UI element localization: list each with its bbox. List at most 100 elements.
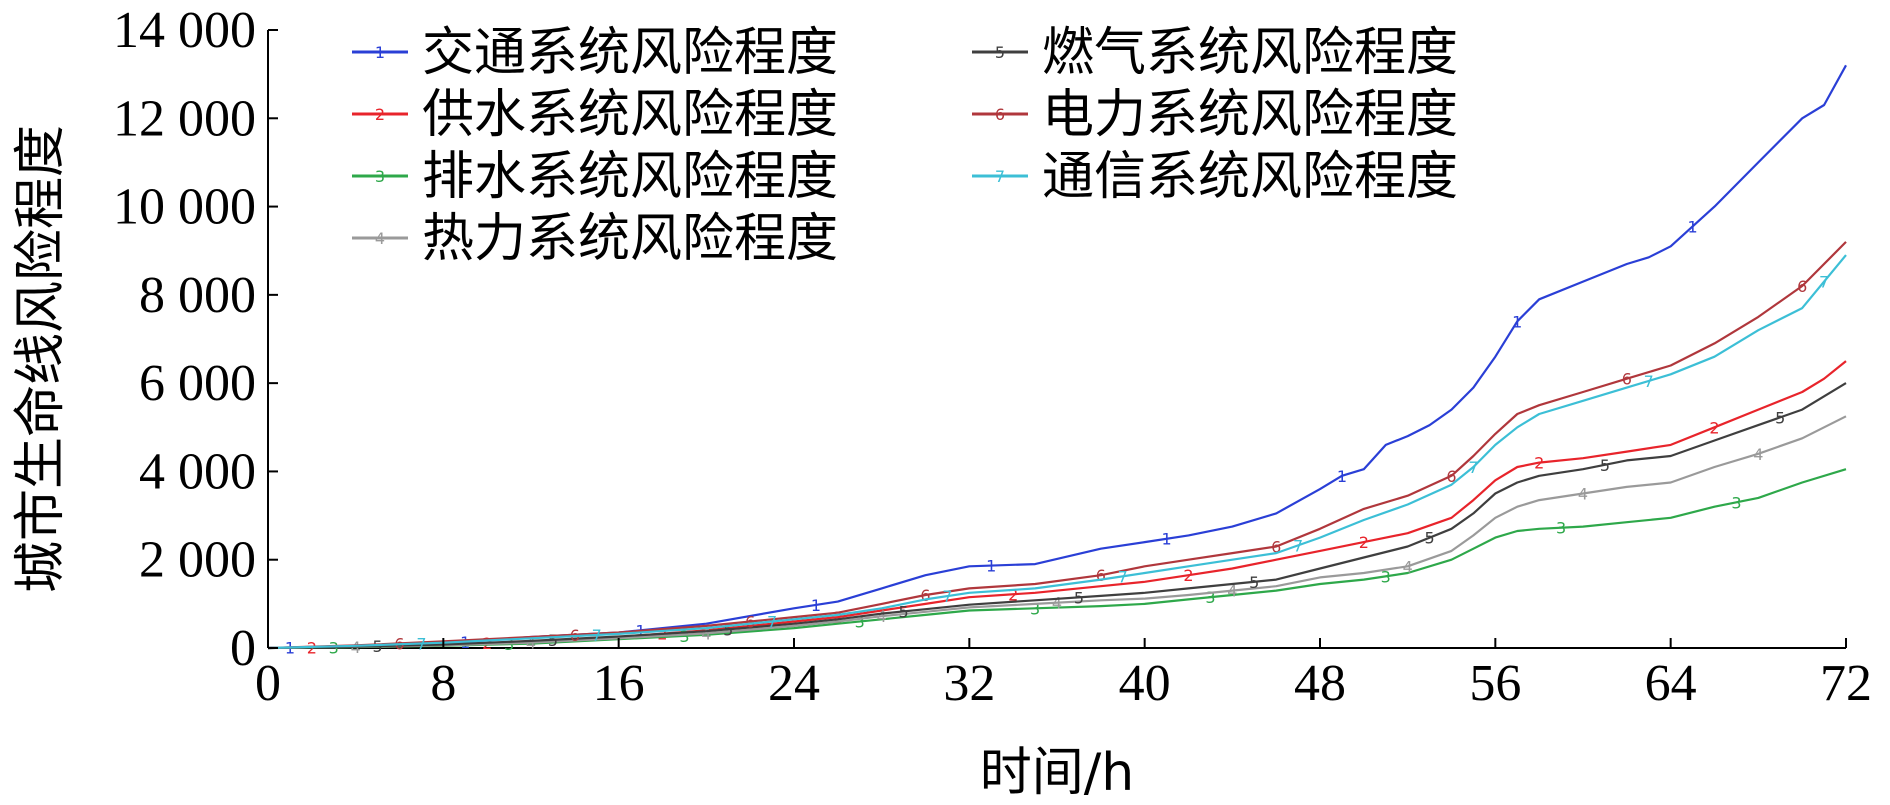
legend-item: 2 供水系统风险程度 (352, 85, 838, 145)
series-marker: 2 (1008, 585, 1018, 604)
series-marker: 6 (1797, 277, 1807, 296)
series-line (267, 360, 1847, 650)
x-tick-label: 48 (1294, 655, 1346, 712)
series-marker: 4 (1052, 594, 1062, 613)
legend-item: 6 电力系统风险程度 (972, 85, 1458, 145)
series-marker: 1 (986, 557, 996, 576)
series-marker: 3 (1556, 519, 1566, 538)
y-tick-label: 10 000 (113, 179, 256, 236)
series-marker: 5 (898, 602, 908, 621)
series-marker: 3 (679, 627, 689, 646)
series-marker: 5 (1249, 573, 1259, 592)
series-marker: 7 (1118, 567, 1128, 586)
series-line (267, 64, 1847, 650)
x-tick-label: 64 (1645, 655, 1697, 712)
x-tick-label: 8 (430, 655, 456, 712)
series-marker: 7 (1644, 372, 1654, 391)
legend-label: 交通系统风险程度 (422, 23, 838, 83)
series-marker: 1 (1161, 530, 1171, 549)
y-tick-label: 12 000 (113, 90, 256, 147)
series-marker: 7 (592, 626, 602, 645)
legend-marker: 2 (375, 105, 385, 124)
legend-label: 供水系统风险程度 (422, 85, 838, 145)
plot-frame (267, 30, 1846, 649)
series-marker: 3 (1381, 567, 1391, 586)
series-marker: 6 (1446, 467, 1456, 486)
legend-item: 7 通信系统风险程度 (972, 147, 1458, 207)
legend-label: 热力系统风险程度 (422, 209, 838, 269)
series-7: 7 7 7 7 7 7 7 7 7 (267, 254, 1847, 653)
series-marker: 4 (1403, 557, 1413, 576)
x-tick-label: 16 (593, 655, 645, 712)
series-marker: 7 (1819, 273, 1829, 292)
series-marker: 1 (1512, 312, 1522, 331)
series-marker: 5 (1600, 456, 1610, 475)
legend-item: 5 燃气系统风险程度 (972, 23, 1458, 83)
series-marker: 4 (1753, 445, 1763, 464)
legend-label: 电力系统风险程度 (1042, 85, 1458, 145)
legend-label: 燃气系统风险程度 (1042, 23, 1458, 83)
x-tick-label: 0 (255, 655, 281, 712)
series-marker: 7 (1293, 536, 1303, 555)
series-line (267, 254, 1847, 650)
series-marker: 5 (723, 620, 733, 639)
series-marker: 5 (1775, 408, 1785, 427)
legend-marker: 7 (995, 167, 1005, 186)
y-axis-title: 城市生命线风险程度 (11, 125, 71, 593)
x-tick-label: 56 (1469, 655, 1521, 712)
y-tick-label: 2 000 (139, 532, 256, 589)
series-marker: 2 (1534, 454, 1544, 473)
y-tick-label: 6 000 (139, 355, 256, 412)
series-marker: 7 (942, 587, 952, 606)
legend: 1 交通系统风险程度 2 供水系统风险程度 3 排水系统风险程度 4 热力系统风险程度 5 燃气系… (352, 23, 1458, 269)
series-marker: 3 (1731, 493, 1741, 512)
x-axis-title: 时间/h (980, 743, 1134, 803)
series-line (267, 241, 1847, 650)
series-line (267, 415, 1847, 650)
series-marker: 7 (1468, 458, 1478, 477)
series-marker: 3 (855, 613, 865, 632)
series-marker: 1 (1337, 467, 1347, 486)
series-marker: 6 (1096, 566, 1106, 585)
series-marker: 4 (526, 634, 536, 653)
legend-marker: 1 (375, 43, 385, 62)
series-marker: 1 (811, 596, 821, 615)
series-marker: 5 (1424, 529, 1434, 548)
x-tick-label: 72 (1820, 655, 1872, 712)
legend-marker: 6 (995, 105, 1005, 124)
y-tick-label: 4 000 (139, 443, 256, 500)
series-marker: 4 (701, 624, 711, 643)
series-marker: 2 (1709, 418, 1719, 437)
y-tick-label: 8 000 (139, 267, 256, 324)
series-marker: 5 (548, 631, 558, 650)
y-tick-label: 14 000 (113, 2, 256, 59)
series-marker: 6 (1271, 537, 1281, 556)
series-marker: 3 (504, 635, 514, 654)
series-marker: 2 (1183, 566, 1193, 585)
legend-label: 通信系统风险程度 (1042, 147, 1458, 207)
x-tick-label: 40 (1119, 655, 1171, 712)
legend-item: 4 热力系统风险程度 (352, 209, 838, 269)
series-marker: 6 (1622, 370, 1632, 389)
series-marker: 2 (1359, 533, 1369, 552)
legend-marker: 5 (995, 43, 1005, 62)
series-marker: 4 (877, 607, 887, 626)
legend-item: 3 排水系统风险程度 (352, 147, 838, 207)
series-marker: 7 (416, 634, 426, 653)
x-tick-label: 32 (943, 655, 995, 712)
series-marker: 6 (920, 586, 930, 605)
series-5: 5 5 5 5 5 5 5 5 5 (267, 382, 1847, 656)
legend-item: 1 交通系统风险程度 (352, 23, 838, 83)
series-marker: 1 (1687, 217, 1697, 236)
x-tick-label: 24 (768, 655, 820, 712)
series-marker: 5 (1074, 588, 1084, 607)
series-marker: 3 (1030, 599, 1040, 618)
legend-marker: 4 (375, 229, 385, 248)
legend-marker: 3 (375, 167, 385, 186)
